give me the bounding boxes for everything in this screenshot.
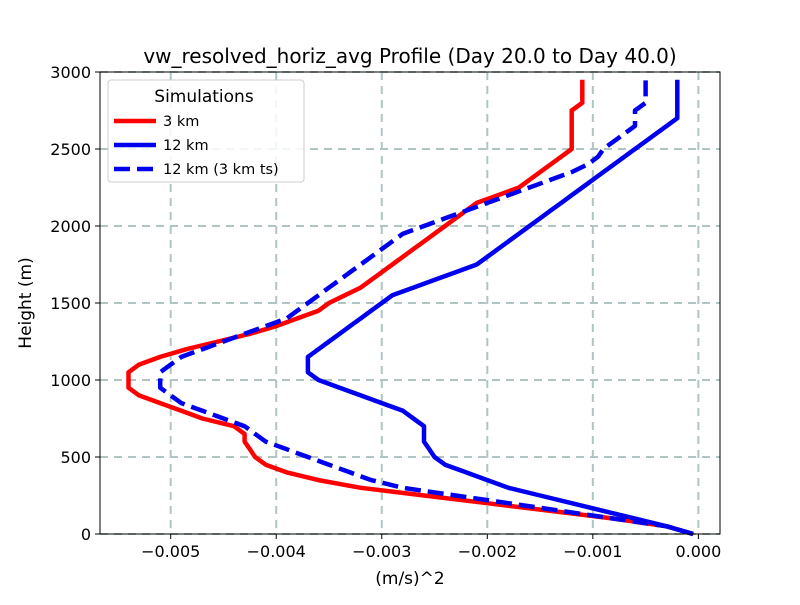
legend-box — [107, 79, 305, 183]
x-tick-label: −0.001 — [563, 542, 622, 561]
series-line-12-km-3-km-ts — [157, 79, 694, 537]
x-tick-label: −0.005 — [141, 542, 200, 561]
legend-title: Simulations — [154, 87, 254, 107]
series-line-12-km — [305, 79, 694, 537]
axis-ticks: −0.005 −0.004 −0.003 −0.002 −0.001 0.000 0 500 1… — [50, 63, 721, 561]
y-tick-label: 2000 — [50, 217, 91, 236]
y-tick-label: 1500 — [50, 294, 91, 313]
x-axis-label: (m/s)^2 — [375, 569, 444, 589]
legend-label-12-km-3-km-ts: 12 km (3 km ts) — [163, 162, 279, 178]
legend-entries: 3 km 12 km 12 km (3 km ts) — [114, 114, 279, 178]
y-tick-label: 3000 — [50, 63, 91, 82]
series-lines — [126, 79, 694, 537]
x-tick-label: 0.000 — [675, 542, 721, 561]
legend: Simulations 3 km 12 km 12 km (3 km ts) — [107, 79, 305, 183]
y-tick-label: 500 — [60, 448, 91, 467]
x-tick-label: −0.003 — [352, 542, 411, 561]
y-axis-label: Height (m) — [16, 257, 36, 348]
y-tick-label: 1000 — [50, 371, 91, 390]
series-line-3-km — [126, 79, 694, 537]
x-tick-label: −0.002 — [458, 542, 517, 561]
legend-label-12-km: 12 km — [163, 138, 209, 154]
y-tick-label: 0 — [81, 525, 91, 544]
y-tick-label: 2500 — [50, 140, 91, 159]
chart-title: vw_resolved_horiz_avg Profile (Day 20.0 … — [143, 44, 676, 68]
legend-label-3-km: 3 km — [163, 114, 199, 130]
x-tick-label: −0.004 — [247, 542, 306, 561]
